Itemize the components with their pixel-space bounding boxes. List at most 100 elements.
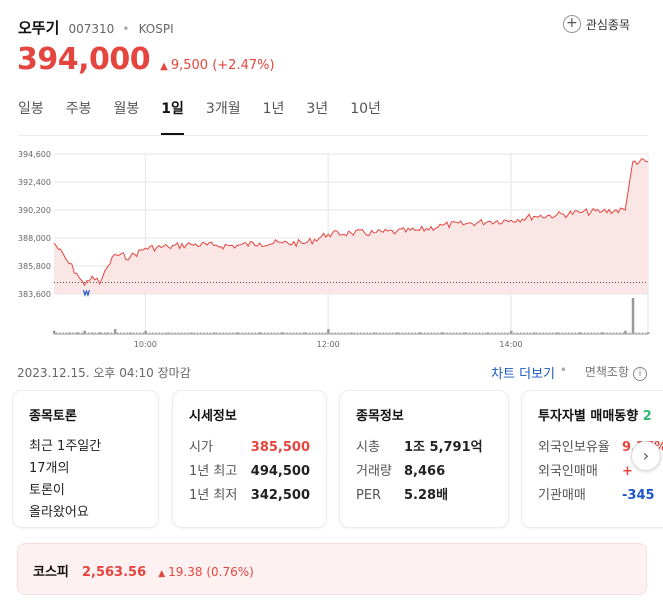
- tab-weekly[interactable]: 주봉: [65, 101, 92, 117]
- separator-dot: •: [122, 22, 130, 36]
- volume-bar: [337, 332, 340, 334]
- volume-bar: [555, 332, 559, 334]
- tab-1year[interactable]: 1년: [262, 101, 285, 117]
- kospi-index-bar[interactable]: 코스피 2,563.56 ▲ 19.38 (0.76%): [17, 543, 647, 595]
- volume-bar: [420, 332, 423, 334]
- volume-bar: [510, 332, 512, 334]
- volume-bar: [558, 332, 560, 334]
- volume-bar: [641, 332, 644, 334]
- volume-bar: [593, 332, 596, 334]
- volume-bar: [281, 332, 284, 334]
- volume-bar: [465, 332, 468, 334]
- tab-10year[interactable]: 10년: [350, 101, 381, 117]
- tab-daily[interactable]: 일봉: [18, 101, 44, 117]
- discussion-card[interactable]: 종목토론 최근 1주일간 17개의 토론이 올라왔어요: [12, 390, 159, 528]
- volume-bar: [280, 332, 282, 334]
- volume-bar: [638, 332, 640, 334]
- volume-bar: [113, 329, 117, 334]
- volume-bar: [235, 332, 239, 334]
- volume-bar: [292, 332, 295, 334]
- volume-bar: [144, 330, 147, 334]
- volume-bar: [587, 332, 589, 334]
- volume-bar: [158, 332, 160, 334]
- volume-bar: [401, 332, 404, 334]
- volume-bar: [584, 332, 586, 334]
- kv-label: PER: [356, 488, 382, 503]
- price-row: 394,000 ▲ 9,500 (+2.47%): [17, 42, 275, 77]
- volume-bar: [475, 332, 477, 334]
- volume-bar: [552, 332, 554, 334]
- volume-bar: [404, 332, 407, 334]
- volume-bar: [619, 332, 621, 334]
- volume-bar: [564, 332, 567, 334]
- tab-3year[interactable]: 3년: [306, 101, 329, 117]
- volume-bar: [529, 332, 532, 334]
- index-change: ▲ 19.38 (0.76%): [158, 565, 254, 579]
- index-value: 2,563.56: [81, 565, 147, 580]
- y-tick-label: 385,800: [18, 262, 51, 271]
- intraday-chart[interactable]: 394,600 392,400 390,200 388,000 385,800 383,6…: [14, 140, 654, 355]
- volume-bar: [276, 332, 279, 334]
- quote-card[interactable]: 시세정보 시가 385,500 1년 최고 494,500 1년 최저 342,…: [172, 390, 327, 528]
- chart-more-link[interactable]: 차트 더보기: [491, 367, 555, 382]
- volume-bar: [360, 332, 362, 334]
- volume-bar: [260, 332, 263, 334]
- volume-bar: [139, 332, 141, 334]
- volume-bar: [494, 332, 496, 334]
- volume-bar: [155, 332, 157, 334]
- volume-bar: [436, 332, 439, 334]
- disclaimer-label: 면책조항: [584, 365, 629, 379]
- volume-row: 거래량 8,466: [356, 460, 492, 484]
- volume-bar: [590, 332, 592, 334]
- watchlist-label: 관심종목: [585, 17, 630, 32]
- volume-bar: [148, 332, 151, 334]
- volume-bar: [532, 332, 535, 334]
- volume-bar: [248, 332, 250, 334]
- volume-bar: [315, 332, 317, 334]
- foreign-trade-value: +: [622, 464, 633, 479]
- kv-label: 시가: [189, 440, 213, 455]
- tab-1day[interactable]: 1일: [161, 92, 184, 135]
- volume-bar: [68, 332, 71, 334]
- y-tick-label: 390,200: [18, 206, 51, 215]
- volume-bar: [430, 332, 432, 334]
- volume-bar: [468, 332, 471, 334]
- volume-bar: [180, 332, 183, 334]
- volume-bar: [83, 330, 86, 334]
- volume-bar: [622, 332, 624, 334]
- volume-bar: [200, 332, 202, 334]
- tab-monthly[interactable]: 월봉: [113, 101, 140, 117]
- volume-bar: [609, 332, 612, 334]
- volume-bar: [258, 332, 262, 334]
- volume-bar: [441, 332, 444, 334]
- y-tick-label: 392,400: [18, 178, 51, 187]
- volume-bar: [190, 332, 192, 334]
- tab-3month[interactable]: 3개월: [205, 101, 241, 117]
- current-price: 394,000: [17, 42, 151, 77]
- chevron-right-icon[interactable]: ›: [631, 441, 661, 471]
- x-tick-label: 12:00: [317, 340, 340, 349]
- volume-bar: [142, 332, 144, 334]
- volume-bar: [132, 332, 135, 334]
- volume-bar: [110, 332, 112, 334]
- volume-bar: [184, 332, 186, 334]
- volume-bar: [456, 332, 458, 334]
- volume-bar: [616, 332, 618, 334]
- volume-bar: [449, 332, 452, 334]
- disclaimer-link[interactable]: 면책조항 i: [585, 363, 647, 381]
- volume-bar: [75, 332, 79, 334]
- stock-info-card[interactable]: 종목정보 시총 1조 5,791억 거래량 8,466 PER 5.28배: [339, 390, 509, 528]
- volume-bar: [414, 332, 416, 334]
- up-triangle-icon: ▲: [158, 569, 166, 579]
- x-tick-label: 10:00: [134, 340, 157, 349]
- volume-bar: [464, 332, 467, 334]
- volume-bar: [225, 332, 228, 334]
- card-title: 종목토론: [29, 409, 77, 424]
- add-watchlist-button[interactable]: + 관심종목: [562, 15, 630, 33]
- plus-circle-icon: +: [562, 15, 581, 33]
- volume-bar: [222, 332, 224, 334]
- volume-bar: [161, 332, 164, 334]
- volume-bar: [574, 332, 576, 334]
- volume-bar: [267, 332, 269, 334]
- up-triangle-icon: ▲: [160, 61, 168, 72]
